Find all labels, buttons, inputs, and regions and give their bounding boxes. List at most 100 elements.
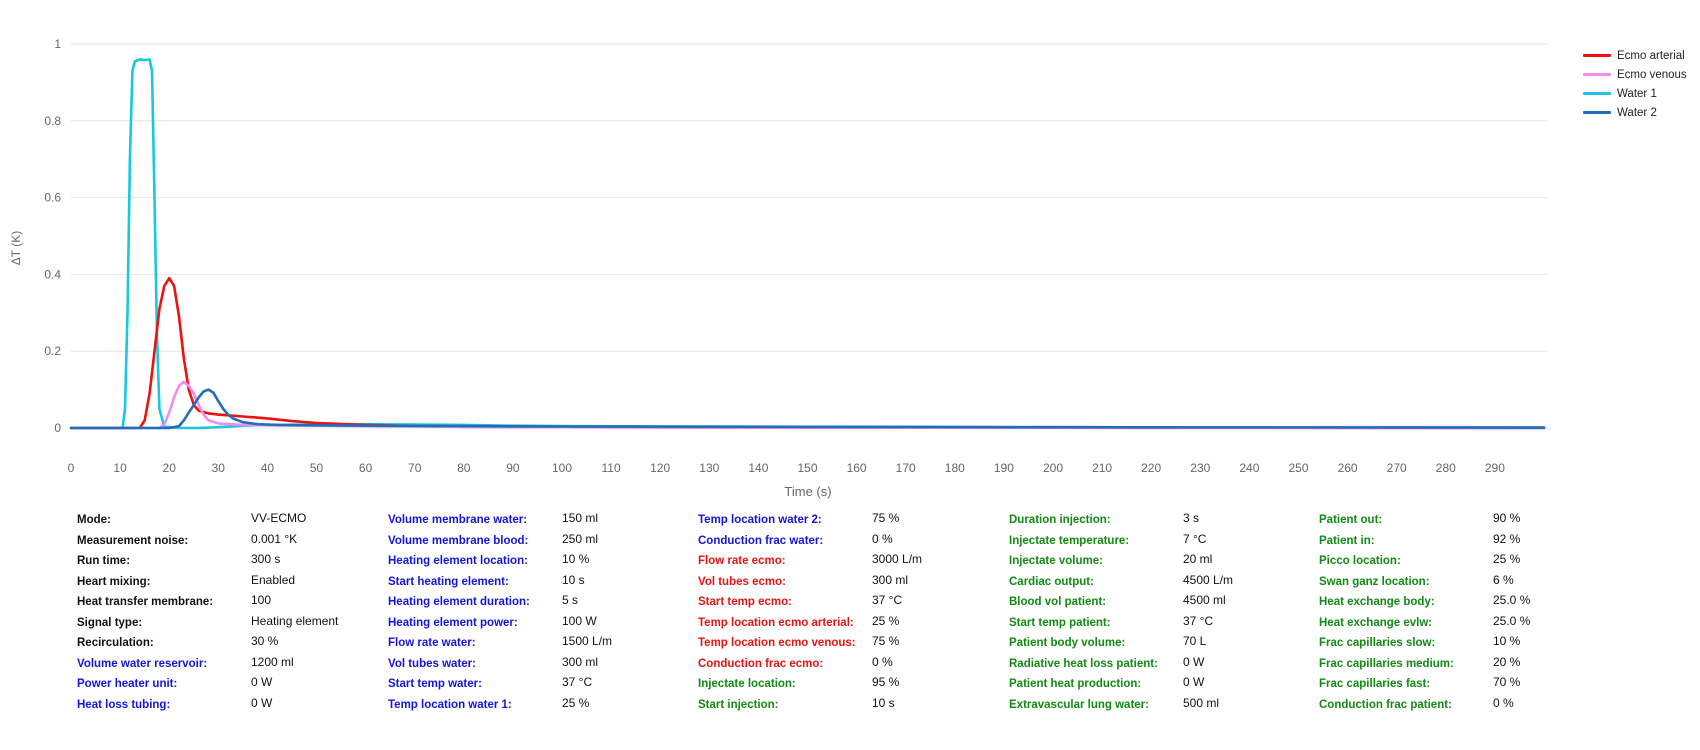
param-label: Heating element duration: [388,596,530,608]
param-label: Temp location ecmo venous: [698,637,856,649]
param-value: 37 °C [872,593,903,607]
param-label: Conduction frac ecmo: [698,657,824,670]
x-tick-label: 170 [896,461,916,475]
param-label: Vol tubes ecmo: [698,575,786,588]
param-label: Duration injection: [1009,514,1111,526]
param-label: Heat transfer membrane: [77,596,214,608]
series-line-water-1 [69,58,1546,430]
param-value: Enabled [251,572,296,587]
x-tick-label: 60 [359,461,373,475]
param-label: Heating element power: [388,616,518,629]
param-label: Heart mixing: [77,575,151,588]
param-label: Heat exchange body: [1319,596,1435,608]
param-label: Temp location water 1: [388,698,512,711]
x-tick-label: 230 [1190,461,1210,475]
param-value: 5 s [562,593,579,607]
legend-swatch [1583,111,1611,114]
param-value: 25.0 % [1493,613,1531,628]
x-tick-label: 220 [1141,461,1161,475]
legend-item-ecmo-venous[interactable]: Ecmo venous [1583,65,1687,84]
param-label: Recirculation: [77,637,154,649]
y-tick-label: 1 [54,37,61,51]
parameter-table: Mode: VV-ECMO Measurement noise: 0.001 °K Ru… [77,511,1677,711]
param-label: Cardiac output: [1009,575,1094,588]
x-tick-label: 110 [602,461,621,475]
param-value: 37 °C [562,675,593,689]
param-value: 0 W [1183,654,1205,669]
param-value: 100 W [562,613,597,628]
param-label: Run time: [77,555,131,567]
param-value: 70 L [1183,634,1207,648]
param-label: Swan ganz location: [1319,575,1430,588]
legend-swatch [1583,73,1611,76]
param-value: Heating element [251,613,339,628]
param-value: 0 W [251,675,273,689]
param-value: 250 ml [562,531,599,546]
x-axis-label: Time (s) [784,484,831,499]
param-label: Patient heat production: [1009,678,1142,690]
param-label: Start heating element: [388,575,509,588]
x-tick-label: 150 [797,461,817,475]
param-value: 0.001 °K [251,531,298,546]
param-label: Volume water reservoir: [77,657,208,670]
x-tick-label: 210 [1092,461,1112,475]
param-value: 10 % [562,552,590,566]
param-value: 75 % [872,511,900,525]
param-value: 0 % [872,531,893,546]
line-chart: 0 0.2 0.4 0.6 0.8 1 0 10 20 30 40 50 60 70 80 90 100 110… [9,37,1548,499]
param-label: Temp location water 2: [698,514,822,526]
param-label: Temp location ecmo arterial: [698,616,854,629]
param-value: 3000 L/m [872,552,923,566]
x-tick-label: 90 [506,461,520,475]
param-value: 25 % [1493,552,1521,566]
param-value: 150 ml [562,511,599,525]
x-tick-label: 250 [1288,461,1308,475]
param-label: Frac capillaries medium: [1319,657,1454,670]
legend-item-ecmo-arterial[interactable]: Ecmo arterial [1583,46,1687,65]
param-label: Signal type: [77,616,143,629]
y-axis-label: ΔT (K) [9,231,23,265]
param-label: Patient in: [1319,534,1375,547]
y-tick-label: 0 [54,421,61,435]
param-label: Injectate volume: [1009,555,1103,567]
x-tick-label: 20 [163,461,177,475]
param-label: Patient body volume: [1009,637,1126,649]
param-value: 300 ml [562,654,599,669]
param-label: Patient out: [1319,514,1383,526]
param-label: Volume membrane water: [388,514,528,526]
param-value: 7 °C [1183,531,1207,546]
param-value: 20 % [1493,654,1521,669]
param-label: Conduction frac water: [698,534,824,547]
x-tick-label: 180 [945,461,965,475]
param-label: Injectate temperature: [1009,534,1130,547]
param-value: 95 % [872,675,900,689]
x-axis-ticks: 0 10 20 30 40 50 60 70 80 90 100 110 120 130 140 150 160… [68,461,1506,475]
y-tick-label: 0.4 [44,267,61,281]
param-label: Mode: [77,514,111,526]
param-value: 70 % [1493,675,1521,689]
param-value: 1200 ml [251,654,294,669]
param-value: 500 ml [1183,695,1220,710]
series-lines [69,58,1546,430]
param-label: Picco location: [1319,555,1401,567]
param-value: 1500 L/m [562,634,613,648]
param-value: 92 % [1493,531,1521,546]
legend-label: Ecmo venous [1617,68,1687,81]
param-label: Vol tubes water: [388,657,476,670]
param-label: Frac capillaries fast: [1319,678,1431,690]
x-tick-label: 140 [748,461,768,475]
legend-label: Water 1 [1617,87,1657,100]
x-tick-label: 50 [310,461,324,475]
param-label: Power heater unit: [77,678,178,690]
x-tick-label: 10 [113,461,127,475]
param-value: 75 % [872,634,900,648]
legend-item-water-1[interactable]: Water 1 [1583,84,1687,103]
series-line-ecmo-arterial [69,276,1546,430]
legend-item-water-2[interactable]: Water 2 [1583,103,1687,122]
legend-label: Ecmo arterial [1617,49,1685,62]
param-label: Extravascular lung water: [1009,698,1149,711]
x-tick-label: 200 [1043,461,1063,475]
param-label: Frac capillaries slow: [1319,637,1436,649]
x-tick-label: 280 [1436,461,1456,475]
param-label: Volume membrane blood: [388,534,529,547]
